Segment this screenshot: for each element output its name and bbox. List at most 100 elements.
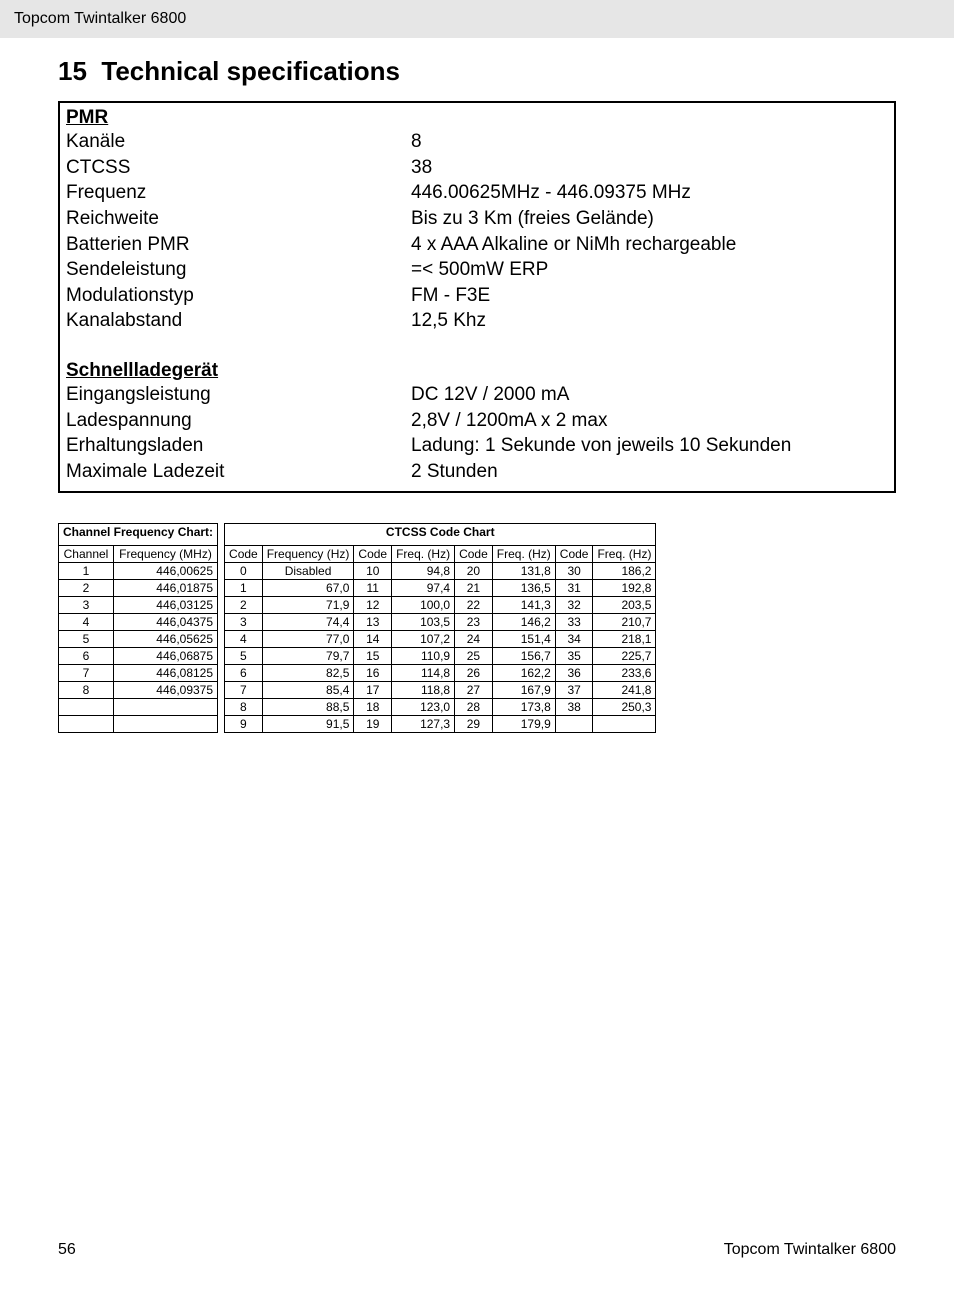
ctcss-cell: 19 [354,715,392,732]
ctcss-cell: 77,0 [262,630,354,647]
section-number: 15 [58,56,87,86]
ctcss-cell: 27 [455,681,493,698]
channel-cell: 4 [59,613,114,630]
channel-cell [59,715,114,732]
ctcss-cell [555,715,593,732]
ctcss-cell: 13 [354,613,392,630]
ctcss-cell: 2 [225,596,263,613]
spec-value: 8 [411,129,888,155]
freq-cell: 446,08125 [113,664,217,681]
ctcss-cell: 118,8 [392,681,455,698]
ctcss-cell: 10 [354,562,392,579]
channel-cell: 8 [59,681,114,698]
table-row: 0Disabled1094,820131,830186,2 [225,562,656,579]
spec-value: 446.00625MHz - 446.09375 MHz [411,180,888,206]
table-row: 888,518123,028173,838250,3 [225,698,656,715]
table-row: 1446,00625 [59,562,218,579]
table-row [59,715,218,732]
ctcss-cell: 85,4 [262,681,354,698]
spec-row: ModulationstypFM - F3E [66,283,888,309]
ctcss-cell: 179,9 [492,715,555,732]
ctcss-cell: 218,1 [593,630,656,647]
freq-cell: 446,03125 [113,596,217,613]
ctcss-cell: 17 [354,681,392,698]
spec-value: 4 x AAA Alkaline or NiMh rechargeable [411,232,888,258]
ctcss-cell: 203,5 [593,596,656,613]
ctcss-cell: 192,8 [593,579,656,596]
ctcss-cell: 3 [225,613,263,630]
ctcss-cell: 22 [455,596,493,613]
ctcss-chart-title: CTCSS Code Chart [225,523,656,545]
ctcss-cell: 28 [455,698,493,715]
spec-label: Eingangsleistung [66,382,411,408]
ctcss-cell: 15 [354,647,392,664]
ctcss-cell: 16 [354,664,392,681]
freq-cell: 446,05625 [113,630,217,647]
spec-row: ErhaltungsladenLadung: 1 Sekunde von jew… [66,433,888,459]
section-name: Technical specifications [101,56,400,86]
ctcss-cell: 25 [455,647,493,664]
table-row: 3446,03125 [59,596,218,613]
ctcss-cell: 67,0 [262,579,354,596]
ctcss-cell: 127,3 [392,715,455,732]
spec-box: PMR Kanäle8CTCSS38Frequenz446.00625MHz -… [58,101,896,493]
ctcss-cell: 156,7 [492,647,555,664]
table-row: 167,01197,421136,531192,8 [225,579,656,596]
ctcss-cell: 34 [555,630,593,647]
ctcss-cell: 33 [555,613,593,630]
spec-label: Erhaltungsladen [66,433,411,459]
spec-row: ReichweiteBis zu 3 Km (freies Gelände) [66,206,888,232]
spec-row: Ladespannung2,8V / 1200mA x 2 max [66,408,888,434]
spec-value: 2 Stunden [411,459,888,485]
ctcss-freq-h-1: Freq. (Hz) [392,545,455,562]
ctcss-cell: 14 [354,630,392,647]
ctcss-cell: 18 [354,698,392,715]
ctcss-cell: 4 [225,630,263,647]
spec-label: Kanalabstand [66,308,411,334]
table-row: 271,912100,022141,332203,5 [225,596,656,613]
freq-cell: 446,09375 [113,681,217,698]
ctcss-cell: 8 [225,698,263,715]
ctcss-cell: 146,2 [492,613,555,630]
ctcss-cell [593,715,656,732]
spec-label: Ladespannung [66,408,411,434]
table-row [59,698,218,715]
content: 15 Technical specifications PMR Kanäle8C… [0,56,954,733]
ctcss-cell: 9 [225,715,263,732]
pmr-title: PMR [66,107,888,129]
ctcss-cell: 37 [555,681,593,698]
table-row: 7446,08125 [59,664,218,681]
ctcss-cell: 1 [225,579,263,596]
freq-cell: 446,00625 [113,562,217,579]
ctcss-cell: 88,5 [262,698,354,715]
table-row: 991,519127,329179,9 [225,715,656,732]
channel-cell: 5 [59,630,114,647]
ctcss-cell: 233,6 [593,664,656,681]
spec-row: Batterien PMR4 x AAA Alkaline or NiMh re… [66,232,888,258]
spec-label: Batterien PMR [66,232,411,258]
ctcss-cell: 31 [555,579,593,596]
spec-label: Frequenz [66,180,411,206]
ctcss-cell: 91,5 [262,715,354,732]
spec-label: Kanäle [66,129,411,155]
freq-cell: 446,04375 [113,613,217,630]
ctcss-cell: 123,0 [392,698,455,715]
ctcss-cell: 136,5 [492,579,555,596]
ctcss-cell: 26 [455,664,493,681]
ctcss-cell: 100,0 [392,596,455,613]
table-row: 2446,01875 [59,579,218,596]
spec-row: Kanäle8 [66,129,888,155]
ctcss-code-h-2: Code [455,545,493,562]
page-number: 56 [58,1241,76,1259]
table-row: 682,516114,826162,236233,6 [225,664,656,681]
section-title: 15 Technical specifications [58,56,896,87]
freq-cell: 446,06875 [113,647,217,664]
channel-cell [59,698,114,715]
ctcss-cell: 11 [354,579,392,596]
ctcss-cell: 82,5 [262,664,354,681]
ctcss-cell: 141,3 [492,596,555,613]
channel-col-header: Channel [59,545,114,562]
footer: 56 Topcom Twintalker 6800 [0,1241,954,1259]
ctcss-cell: 162,2 [492,664,555,681]
ctcss-cell: 107,2 [392,630,455,647]
